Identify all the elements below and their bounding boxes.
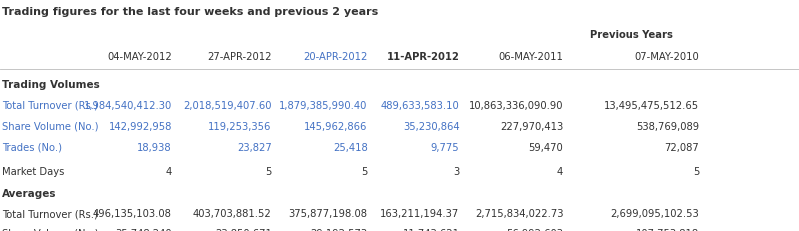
Text: 59,470: 59,470 [529, 142, 563, 152]
Text: Share Volume (No.): Share Volume (No.) [2, 121, 98, 131]
Text: Trades (No.): Trades (No.) [2, 142, 62, 152]
Text: 403,703,881.52: 403,703,881.52 [193, 208, 272, 218]
Text: 35,230,864: 35,230,864 [403, 121, 459, 131]
Text: 11,743,621: 11,743,621 [403, 228, 459, 231]
Text: 13,495,475,512.65: 13,495,475,512.65 [604, 100, 699, 110]
Text: 5: 5 [693, 166, 699, 176]
Text: 489,633,583.10: 489,633,583.10 [380, 100, 459, 110]
Text: 29,192,573: 29,192,573 [311, 228, 368, 231]
Text: 145,962,866: 145,962,866 [304, 121, 368, 131]
Text: 04-MAY-2012: 04-MAY-2012 [107, 52, 172, 62]
Text: 56,992,603: 56,992,603 [507, 228, 563, 231]
Text: 163,211,194.37: 163,211,194.37 [380, 208, 459, 218]
Text: Share Volume (No.): Share Volume (No.) [2, 228, 98, 231]
Text: 4: 4 [165, 166, 172, 176]
Text: 2,699,095,102.53: 2,699,095,102.53 [610, 208, 699, 218]
Text: 538,769,089: 538,769,089 [636, 121, 699, 131]
Text: 35,748,240: 35,748,240 [115, 228, 172, 231]
Text: 496,135,103.08: 496,135,103.08 [93, 208, 172, 218]
Text: Averages: Averages [2, 188, 56, 198]
Text: Trading figures for the last four weeks and previous 2 years: Trading figures for the last four weeks … [2, 7, 378, 17]
Text: 23,827: 23,827 [237, 142, 272, 152]
Text: 107,753,818: 107,753,818 [636, 228, 699, 231]
Text: 11-APR-2012: 11-APR-2012 [387, 52, 459, 62]
Text: 375,877,198.08: 375,877,198.08 [288, 208, 368, 218]
Text: 10,863,336,090.90: 10,863,336,090.90 [469, 100, 563, 110]
Text: 07-MAY-2010: 07-MAY-2010 [634, 52, 699, 62]
Text: 1,984,540,412.30: 1,984,540,412.30 [84, 100, 172, 110]
Text: 5: 5 [265, 166, 272, 176]
Text: 3: 3 [453, 166, 459, 176]
Text: 2,715,834,022.73: 2,715,834,022.73 [475, 208, 563, 218]
Text: Trading Volumes: Trading Volumes [2, 80, 99, 90]
Text: 27-APR-2012: 27-APR-2012 [207, 52, 272, 62]
Text: Previous Years: Previous Years [590, 30, 673, 40]
Text: 142,992,958: 142,992,958 [109, 121, 172, 131]
Text: 2,018,519,407.60: 2,018,519,407.60 [183, 100, 272, 110]
Text: 72,087: 72,087 [665, 142, 699, 152]
Text: 9,775: 9,775 [431, 142, 459, 152]
Text: Total Turnover (Rs.): Total Turnover (Rs.) [2, 208, 97, 218]
Text: Market Days: Market Days [2, 166, 64, 176]
Text: 23,850,671: 23,850,671 [215, 228, 272, 231]
Text: 25,418: 25,418 [333, 142, 368, 152]
Text: 5: 5 [361, 166, 368, 176]
Text: 18,938: 18,938 [137, 142, 172, 152]
Text: 1,879,385,990.40: 1,879,385,990.40 [279, 100, 368, 110]
Text: 4: 4 [557, 166, 563, 176]
Text: 20-APR-2012: 20-APR-2012 [303, 52, 368, 62]
Text: 227,970,413: 227,970,413 [500, 121, 563, 131]
Text: 06-MAY-2011: 06-MAY-2011 [499, 52, 563, 62]
Text: Total Turnover (Rs.): Total Turnover (Rs.) [2, 100, 97, 110]
Text: 119,253,356: 119,253,356 [209, 121, 272, 131]
